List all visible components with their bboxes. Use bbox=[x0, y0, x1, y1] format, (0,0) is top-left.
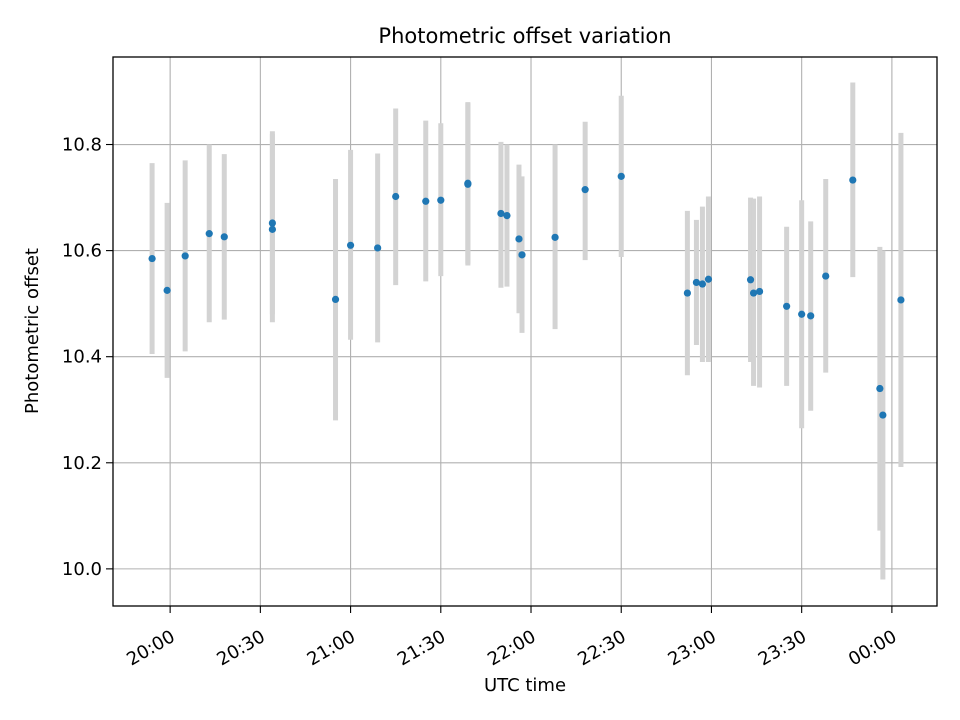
data-point bbox=[783, 302, 791, 310]
y-tick-labels: 10.0 10.2 10.4 10.6 10.8 bbox=[62, 135, 102, 580]
data-point bbox=[581, 186, 589, 194]
x-tick-labels: 20:00 20:30 21:00 21:30 22:00 22:30 23:00 23:30… bbox=[123, 626, 900, 670]
y-tick-label: 10.4 bbox=[62, 347, 102, 368]
data-point bbox=[422, 197, 430, 205]
data-point bbox=[876, 384, 884, 393]
data-point bbox=[897, 296, 905, 304]
chart-title: Photometric offset variation bbox=[378, 24, 671, 48]
data-point bbox=[268, 225, 276, 233]
x-tick-label: 20:30 bbox=[213, 626, 268, 670]
y-tick-label: 10.6 bbox=[62, 241, 102, 262]
y-tick-label: 10.0 bbox=[62, 559, 102, 580]
x-tick-label: 21:30 bbox=[394, 626, 449, 670]
data-point bbox=[503, 212, 511, 220]
x-tick-label: 00:00 bbox=[845, 626, 900, 670]
axis-ticks bbox=[106, 143, 893, 613]
data-point bbox=[879, 411, 887, 419]
data-point bbox=[704, 275, 713, 283]
data-point bbox=[617, 172, 625, 180]
data-point bbox=[181, 252, 189, 260]
data-point bbox=[807, 312, 815, 320]
data-point bbox=[683, 289, 691, 297]
data-point bbox=[798, 310, 806, 318]
data-point bbox=[268, 219, 276, 227]
data-point bbox=[392, 192, 400, 201]
data-point bbox=[849, 176, 857, 184]
x-tick-label: 20:00 bbox=[123, 626, 178, 670]
data-point bbox=[698, 280, 707, 288]
x-tick-label: 23:00 bbox=[665, 626, 720, 670]
data-point bbox=[518, 251, 526, 259]
grid-lines bbox=[113, 57, 937, 606]
y-axis-title: Photometric offset bbox=[22, 248, 43, 414]
data-point bbox=[205, 230, 213, 238]
data-point bbox=[497, 209, 505, 218]
data-point bbox=[515, 235, 523, 243]
x-tick-label: 22:30 bbox=[574, 626, 629, 670]
error-bars bbox=[149, 82, 904, 580]
x-tick-label: 22:00 bbox=[484, 626, 539, 670]
data-point bbox=[346, 241, 355, 249]
plot-frame bbox=[112, 56, 938, 607]
x-axis-title: UTC time bbox=[484, 675, 566, 696]
data-point bbox=[822, 272, 830, 280]
data-point bbox=[437, 196, 445, 204]
data-point bbox=[331, 295, 340, 304]
data-point bbox=[148, 254, 156, 263]
y-tick-label: 10.2 bbox=[62, 453, 102, 474]
y-tick-label: 10.8 bbox=[62, 135, 102, 156]
data-point bbox=[551, 233, 559, 241]
x-tick-label: 23:30 bbox=[755, 626, 810, 670]
data-point bbox=[163, 286, 171, 294]
data-point bbox=[220, 233, 228, 241]
data-point bbox=[749, 289, 758, 297]
data-point bbox=[755, 287, 764, 296]
x-tick-label: 21:00 bbox=[304, 626, 359, 670]
data-points bbox=[148, 172, 905, 419]
data-point bbox=[464, 179, 472, 187]
data-point bbox=[374, 244, 382, 252]
data-point bbox=[692, 278, 701, 287]
data-point bbox=[746, 276, 755, 284]
